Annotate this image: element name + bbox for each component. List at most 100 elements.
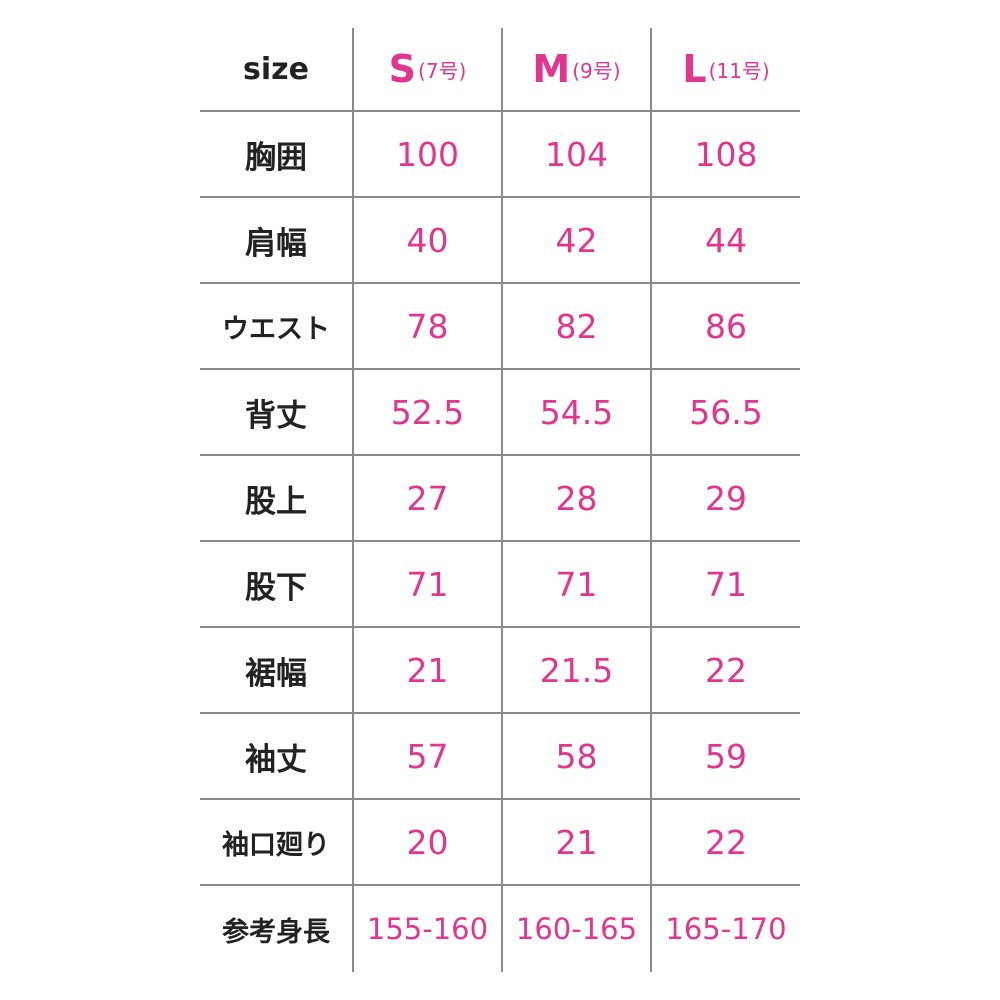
measurement-value: 58 xyxy=(555,736,598,776)
value-cell: 56.5 xyxy=(650,370,800,454)
row-label-cell: 袖丈 xyxy=(200,714,352,798)
value-cell: 29 xyxy=(650,456,800,540)
value-cell: 165-170 xyxy=(650,886,800,972)
row-label-cell: 背丈 xyxy=(200,370,352,454)
measurement-value: 59 xyxy=(705,736,747,776)
table-row: 股上 27 28 29 xyxy=(200,456,800,542)
size-chart-table: size S (7号) M (9号) L (11号) 胸囲 100 104 108 肩幅 40 4… xyxy=(200,28,800,972)
measurement-value: 21 xyxy=(555,822,598,862)
value-cell: 21 xyxy=(501,800,650,884)
table-row: 裾幅 21 21.5 22 xyxy=(200,628,800,714)
measurement-value: 29 xyxy=(705,478,747,518)
measurement-value: 155-160 xyxy=(366,912,489,946)
measurement-value: 22 xyxy=(705,822,747,862)
value-cell: 28 xyxy=(501,456,650,540)
row-label-cell: 参考身長 xyxy=(200,886,352,972)
value-cell: 22 xyxy=(650,800,800,884)
table-row: 背丈 52.5 54.5 56.5 xyxy=(200,370,800,456)
value-cell: 40 xyxy=(352,198,501,282)
measurement-value: 71 xyxy=(555,564,598,604)
row-label-cell: 裾幅 xyxy=(200,628,352,712)
value-cell: 57 xyxy=(352,714,501,798)
measurement-value: 71 xyxy=(705,564,747,604)
measurement-value: 22 xyxy=(705,650,747,690)
table-row: 参考身長 155-160 160-165 165-170 xyxy=(200,886,800,972)
header-size-m: M (9号) xyxy=(501,28,650,110)
size-letter: L xyxy=(682,47,707,91)
value-cell: 100 xyxy=(352,112,501,196)
measurement-value: 40 xyxy=(406,220,449,260)
measurement-value: 20 xyxy=(406,822,449,862)
measurement-value: 160-165 xyxy=(515,912,638,946)
size-letter: S xyxy=(388,47,417,91)
measurement-value: 78 xyxy=(406,306,449,346)
value-cell: 78 xyxy=(352,284,501,368)
row-label: 裾幅 xyxy=(245,655,307,692)
measurement-value: 71 xyxy=(406,564,449,604)
size-number: (11号) xyxy=(708,58,770,83)
measurement-value: 57 xyxy=(406,736,449,776)
row-label: ウエスト xyxy=(222,313,330,345)
row-label: 股上 xyxy=(245,483,307,520)
measurement-value: 21.5 xyxy=(539,650,614,690)
value-cell: 71 xyxy=(352,542,501,626)
table-row: 股下 71 71 71 xyxy=(200,542,800,628)
table-row: 袖口廻り 20 21 22 xyxy=(200,800,800,886)
size-number: (7号) xyxy=(418,58,467,83)
value-cell: 22 xyxy=(650,628,800,712)
value-cell: 20 xyxy=(352,800,501,884)
header-size-l: L (11号) xyxy=(650,28,800,110)
value-cell: 21 xyxy=(352,628,501,712)
value-cell: 82 xyxy=(501,284,650,368)
value-cell: 27 xyxy=(352,456,501,540)
table-row: ウエスト 78 82 86 xyxy=(200,284,800,370)
row-label: 袖丈 xyxy=(245,741,307,778)
row-label: 参考身長 xyxy=(222,916,330,948)
value-cell: 71 xyxy=(501,542,650,626)
measurement-value: 56.5 xyxy=(689,392,763,432)
size-letter: M xyxy=(532,47,571,91)
value-cell: 59 xyxy=(650,714,800,798)
row-label: 背丈 xyxy=(245,397,307,434)
row-label-cell: 股下 xyxy=(200,542,352,626)
value-cell: 42 xyxy=(501,198,650,282)
value-cell: 155-160 xyxy=(352,886,501,972)
measurement-value: 82 xyxy=(555,306,598,346)
header-row: size S (7号) M (9号) L (11号) xyxy=(200,28,800,112)
value-cell: 58 xyxy=(501,714,650,798)
value-cell: 71 xyxy=(650,542,800,626)
value-cell: 44 xyxy=(650,198,800,282)
measurement-value: 86 xyxy=(705,306,747,346)
table-row: 胸囲 100 104 108 xyxy=(200,112,800,198)
row-label-cell: ウエスト xyxy=(200,284,352,368)
measurement-value: 54.5 xyxy=(539,392,614,432)
measurement-value: 42 xyxy=(555,220,598,260)
value-cell: 21.5 xyxy=(501,628,650,712)
measurement-value: 52.5 xyxy=(390,392,465,432)
measurement-value: 27 xyxy=(406,478,449,518)
value-cell: 104 xyxy=(501,112,650,196)
value-cell: 108 xyxy=(650,112,800,196)
row-label: 胸囲 xyxy=(245,139,307,176)
header-size-s: S (7号) xyxy=(352,28,501,110)
row-label: 股下 xyxy=(245,569,307,606)
row-label: 肩幅 xyxy=(245,225,307,262)
row-label-cell: 袖口廻り xyxy=(200,800,352,884)
row-label-cell: 股上 xyxy=(200,456,352,540)
value-cell: 160-165 xyxy=(501,886,650,972)
size-number: (9号) xyxy=(572,58,621,83)
measurement-value: 21 xyxy=(406,650,449,690)
measurement-value: 165-170 xyxy=(665,912,787,946)
measurement-value: 104 xyxy=(545,134,608,174)
value-cell: 52.5 xyxy=(352,370,501,454)
measurement-value: 28 xyxy=(555,478,598,518)
row-label-cell: 肩幅 xyxy=(200,198,352,282)
row-label: 袖口廻り xyxy=(222,829,330,861)
size-label: size xyxy=(243,51,309,87)
table-row: 肩幅 40 42 44 xyxy=(200,198,800,284)
measurement-value: 44 xyxy=(705,220,747,260)
table-row: 袖丈 57 58 59 xyxy=(200,714,800,800)
value-cell: 54.5 xyxy=(501,370,650,454)
value-cell: 86 xyxy=(650,284,800,368)
header-size-label: size xyxy=(200,28,352,110)
